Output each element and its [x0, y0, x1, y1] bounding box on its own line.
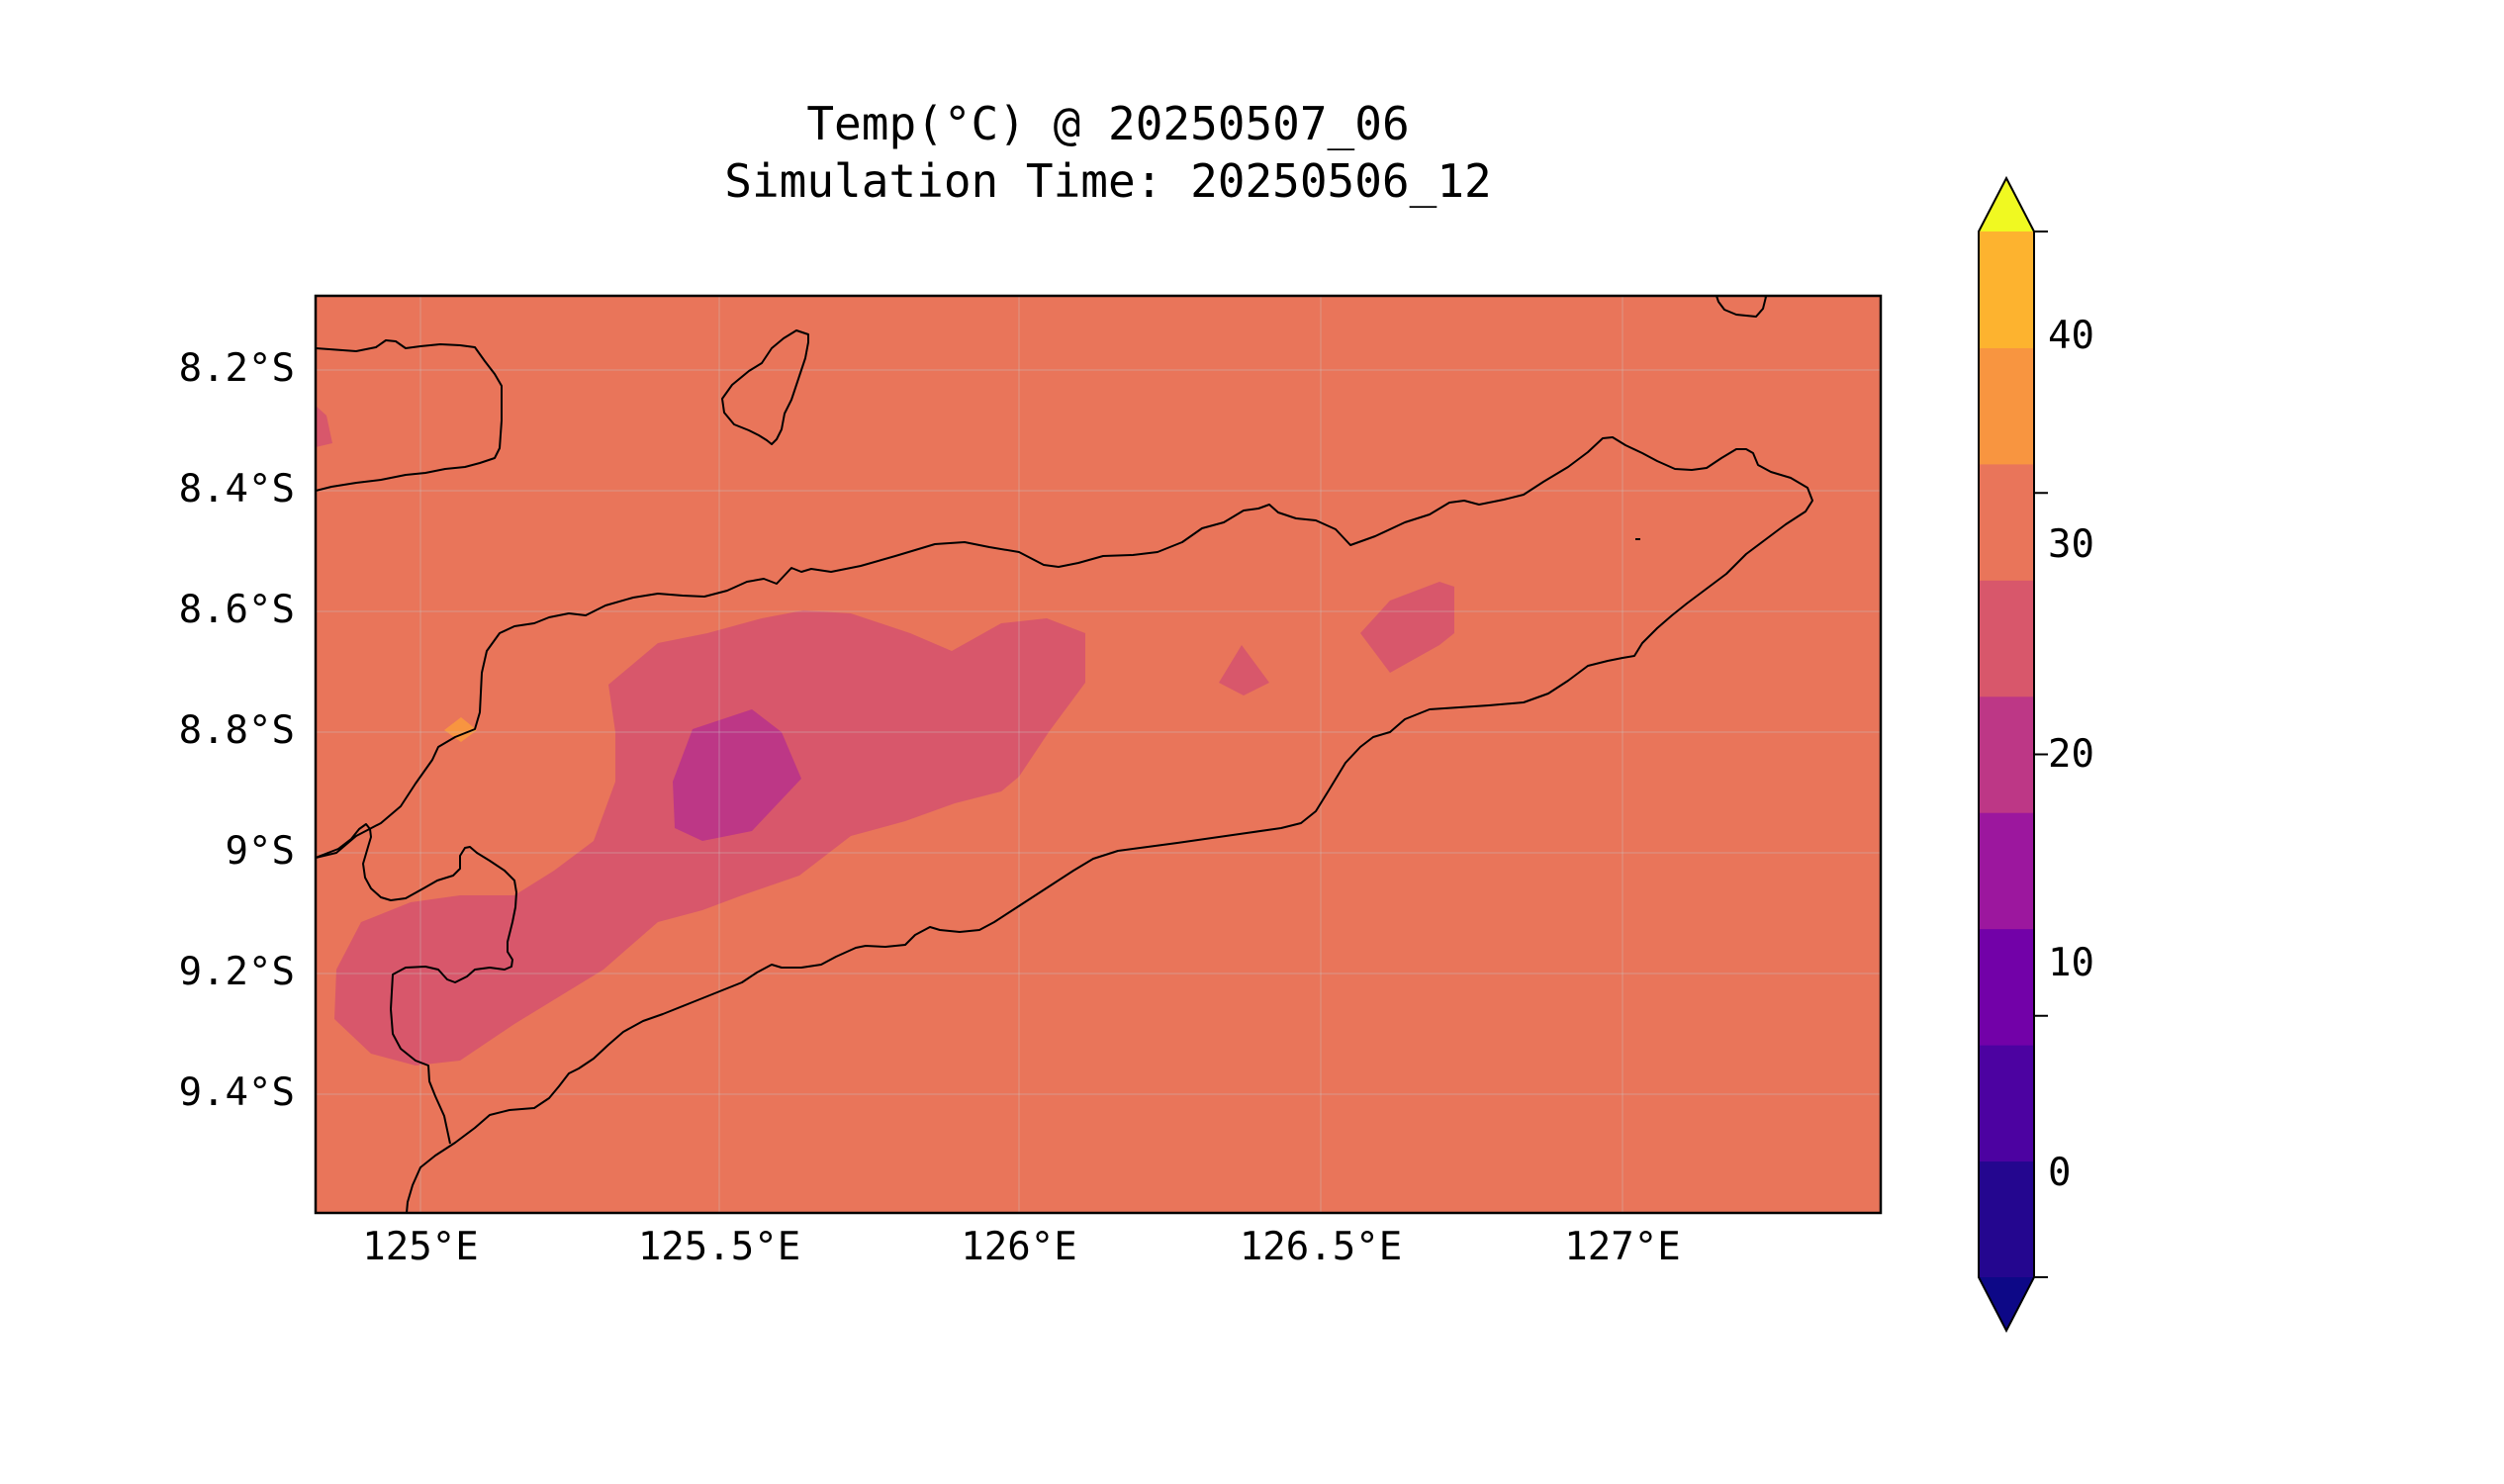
coastline-oecusse	[316, 823, 517, 1145]
lat-tick-label: 8.6°S	[178, 588, 295, 632]
colorbar-extend-max	[1979, 178, 2034, 232]
plot-title-line2: Simulation Time: 20250506_12	[724, 154, 1492, 208]
map-area	[316, 296, 1881, 1213]
temperature-contour-30-35	[444, 717, 477, 742]
colorbar	[1978, 175, 2048, 1334]
coastlines	[316, 296, 1813, 1213]
coastline-timor	[316, 436, 1813, 1213]
lat-tick-label: 9.4°S	[178, 1070, 295, 1115]
colorbar-tick-label: 30	[2048, 522, 2094, 567]
gridlines	[316, 296, 1881, 1213]
colorbar-segment	[1979, 580, 2034, 697]
lat-tick-label: 8.8°S	[178, 708, 295, 753]
coastline-wetar	[1716, 296, 1767, 318]
temperature-contour-20-25-small	[1219, 645, 1269, 696]
colorbar-segment	[1979, 812, 2034, 930]
colorbar-tick-label: 20	[2048, 732, 2094, 777]
lat-tick-label: 8.4°S	[178, 467, 295, 511]
colorbar-segment	[1979, 696, 2034, 813]
colorbar-segment	[1979, 928, 2034, 1046]
colorbar-tick-label: 10	[2048, 941, 2094, 985]
lat-tick-label: 9°S	[225, 829, 295, 874]
colorbar-extend-min	[1979, 1277, 2034, 1331]
coastline-atauro	[721, 329, 809, 445]
colorbar-segment	[1979, 347, 2034, 465]
lon-tick-label: 125°E	[362, 1225, 479, 1269]
temperature-background-fill	[316, 296, 1881, 1213]
colorbar-segment	[1979, 463, 2034, 581]
lon-tick-label: 127°E	[1564, 1225, 1681, 1269]
lon-tick-label: 125.5°E	[637, 1225, 801, 1269]
colorbar-segment	[1979, 1160, 2034, 1278]
plot-title-line1: Temp(°C) @ 20250507_06	[806, 97, 1410, 150]
lon-tick-label: 126°E	[961, 1225, 1077, 1269]
colorbar-tick-label: 40	[2048, 314, 2094, 358]
lat-tick-label: 8.2°S	[178, 346, 295, 391]
lon-tick-label: 126.5°E	[1239, 1225, 1403, 1269]
lat-tick-label: 9.2°S	[178, 950, 295, 994]
map-frame	[314, 294, 1883, 1215]
temperature-contour-20-25-west	[316, 406, 332, 447]
temperature-contour-15-20	[673, 709, 801, 841]
coastline-alor	[316, 339, 503, 492]
colorbar-segment	[1979, 232, 2034, 348]
colorbar-tick-label: 0	[2048, 1151, 2072, 1195]
temperature-contour-20-25-east	[1360, 582, 1454, 673]
colorbar-segment	[1979, 1045, 2034, 1162]
